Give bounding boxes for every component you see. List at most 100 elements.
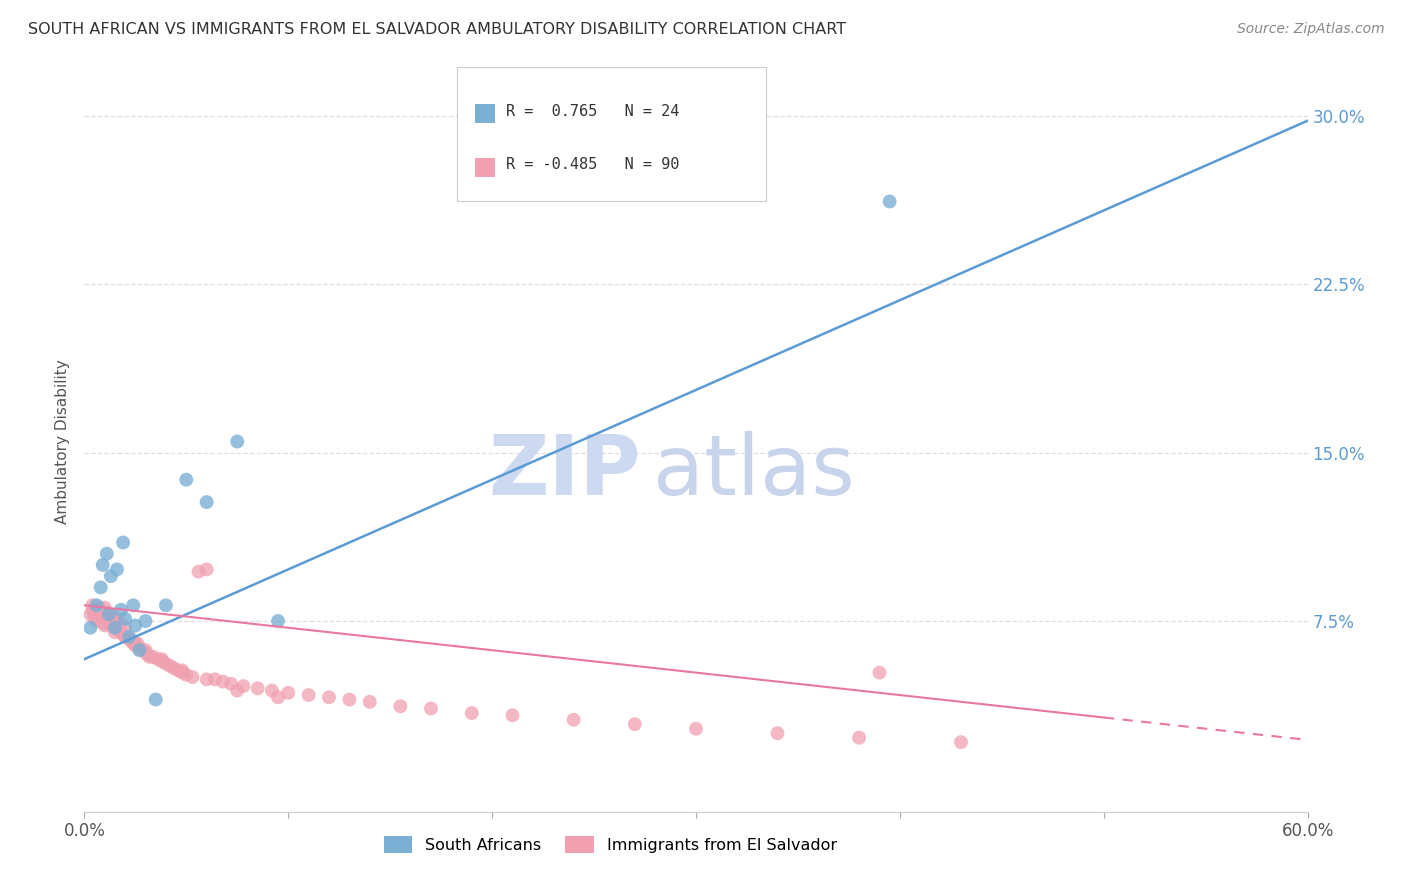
Point [267,614,290,628]
Point [172,664,194,678]
Point [115,630,138,644]
Point [195,495,218,509]
Point [96,614,118,628]
Point [90,580,112,594]
Point [101,618,124,632]
Point [232,679,254,693]
Point [105,562,128,576]
Point [204,673,226,687]
Point [120,634,142,648]
Point [104,621,127,635]
Text: R =  0.765   N = 24: R = 0.765 N = 24 [506,104,679,119]
Text: ZIP: ZIP [488,431,641,512]
Point [114,630,136,644]
Point [246,681,269,696]
Point [112,627,135,641]
Point [114,621,136,635]
Point [159,659,181,673]
Text: atlas: atlas [654,431,855,512]
Point [219,677,242,691]
Point [114,612,136,626]
Point [950,735,973,749]
Point [91,605,114,619]
Point [105,612,128,626]
Point [172,665,194,680]
Point [260,683,283,698]
Point [420,701,443,715]
Point [135,645,157,659]
Point [212,674,235,689]
Point [267,690,290,705]
Point [93,618,115,632]
Point [195,673,218,687]
Point [389,699,412,714]
Point [100,609,122,624]
Point [128,643,150,657]
Point [97,607,120,622]
Point [128,640,150,655]
Point [93,609,115,624]
Point [93,616,115,631]
Point [86,614,108,628]
Point [150,652,173,666]
Point [112,535,135,549]
Point [82,603,104,617]
Point [118,630,141,644]
Point [142,649,165,664]
Text: R = -0.485   N = 90: R = -0.485 N = 90 [506,157,679,171]
Point [869,665,891,680]
Point [91,558,114,572]
Point [104,621,127,635]
Legend: South Africans, Immigrants from El Salvador: South Africans, Immigrants from El Salva… [377,830,844,859]
Point [124,639,146,653]
Point [461,706,484,720]
Point [150,654,173,668]
Point [226,434,249,449]
Point [502,708,524,723]
Point [118,632,141,646]
Point [879,194,901,209]
Text: SOUTH AFRICAN VS IMMIGRANTS FROM EL SALVADOR AMBULATORY DISABILITY CORRELATION C: SOUTH AFRICAN VS IMMIGRANTS FROM EL SALV… [28,22,846,37]
Point [127,636,149,650]
Point [96,605,118,619]
Point [226,683,249,698]
Point [110,616,132,631]
Point [195,562,218,576]
Point [318,690,340,705]
Point [105,621,128,635]
Point [146,652,169,666]
Point [359,695,381,709]
Point [848,731,870,745]
Point [83,605,105,619]
Point [90,603,112,617]
Point [83,612,105,626]
Point [83,603,105,617]
Point [114,630,136,644]
Point [122,599,145,613]
Point [181,670,204,684]
Point [108,623,131,637]
Point [298,688,321,702]
Point [104,612,127,626]
Point [122,636,145,650]
Point [339,692,361,706]
Point [82,599,104,613]
Point [100,618,122,632]
Point [131,643,153,657]
Point [174,668,197,682]
Point [87,609,110,624]
Point [624,717,647,731]
Point [97,607,120,622]
Point [685,722,707,736]
Y-axis label: Ambulatory Disability: Ambulatory Disability [55,359,70,524]
Point [97,616,120,631]
Point [86,605,108,619]
Point [124,636,146,650]
Point [562,713,585,727]
Point [163,661,186,675]
Point [277,686,299,700]
Point [86,599,108,613]
Point [155,657,177,671]
Point [100,569,122,583]
Point [138,649,160,664]
